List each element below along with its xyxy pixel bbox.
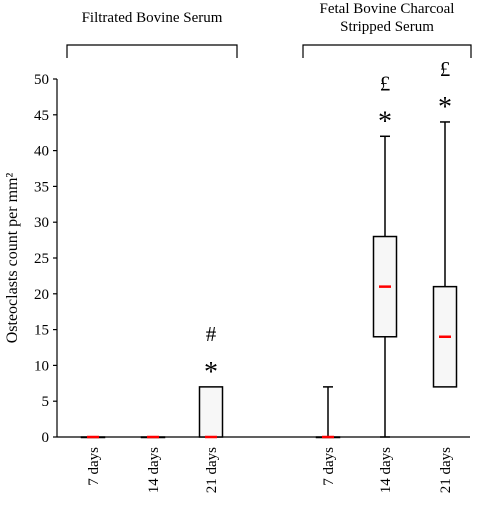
group-label: Stripped Serum bbox=[340, 19, 434, 35]
category-label: 14 days bbox=[146, 447, 162, 493]
category-label: 21 days bbox=[204, 447, 220, 493]
y-tick-label: 25 bbox=[34, 251, 49, 267]
y-tick-label: 45 bbox=[34, 108, 49, 124]
y-axis-title: Osteoclasts count per mm² bbox=[4, 173, 21, 344]
group-label: Fetal Bovine Charcoal bbox=[320, 1, 455, 17]
y-tick-label: 20 bbox=[34, 287, 49, 303]
category-label: 14 days bbox=[378, 447, 394, 493]
box-5: *£ bbox=[372, 71, 398, 438]
y-tick-label: 15 bbox=[34, 323, 49, 339]
significance-marker: £ bbox=[440, 57, 451, 81]
bracket-line bbox=[302, 44, 472, 58]
group-label: Filtrated Bovine Serum bbox=[82, 10, 223, 26]
y-tick-label: 40 bbox=[34, 144, 49, 160]
y-tick-label: 10 bbox=[34, 358, 49, 374]
box-2 bbox=[140, 435, 166, 439]
y-tick-label: 35 bbox=[34, 179, 49, 195]
box-1 bbox=[80, 435, 106, 439]
category-label: 21 days bbox=[438, 447, 454, 493]
box-4 bbox=[315, 386, 341, 439]
significance-marker: # bbox=[206, 322, 217, 346]
group-bracket-2: Fetal Bovine Charcoal Stripped Serum bbox=[302, 1, 472, 58]
x-axis-labels: 7 days 14 days 21 days 7 days 14 days 21 days bbox=[86, 447, 454, 493]
significance-star: * bbox=[438, 92, 452, 123]
group-bracket-1: Filtrated Bovine Serum bbox=[66, 10, 238, 58]
significance-marker: £ bbox=[380, 71, 391, 95]
plot-area: *#*£*£ bbox=[80, 57, 458, 439]
significance-star: * bbox=[378, 106, 392, 137]
y-tick-label: 30 bbox=[34, 215, 49, 231]
bracket-line bbox=[66, 44, 238, 58]
y-tick-label: 0 bbox=[42, 430, 50, 446]
group-brackets: Filtrated Bovine Serum Fetal Bovine Charc… bbox=[66, 1, 472, 58]
box-3: *# bbox=[198, 322, 224, 439]
y-tick-label: 50 bbox=[34, 72, 49, 88]
category-label: 7 days bbox=[86, 447, 102, 486]
y-axis: 0 5 10 15 20 25 30 35 40 45 50 bbox=[34, 72, 470, 446]
y-tick-label: 5 bbox=[42, 394, 50, 410]
category-label: 7 days bbox=[321, 447, 337, 486]
significance-star: * bbox=[204, 357, 218, 388]
box-iqr bbox=[198, 386, 224, 438]
box-6: *£ bbox=[432, 57, 458, 388]
